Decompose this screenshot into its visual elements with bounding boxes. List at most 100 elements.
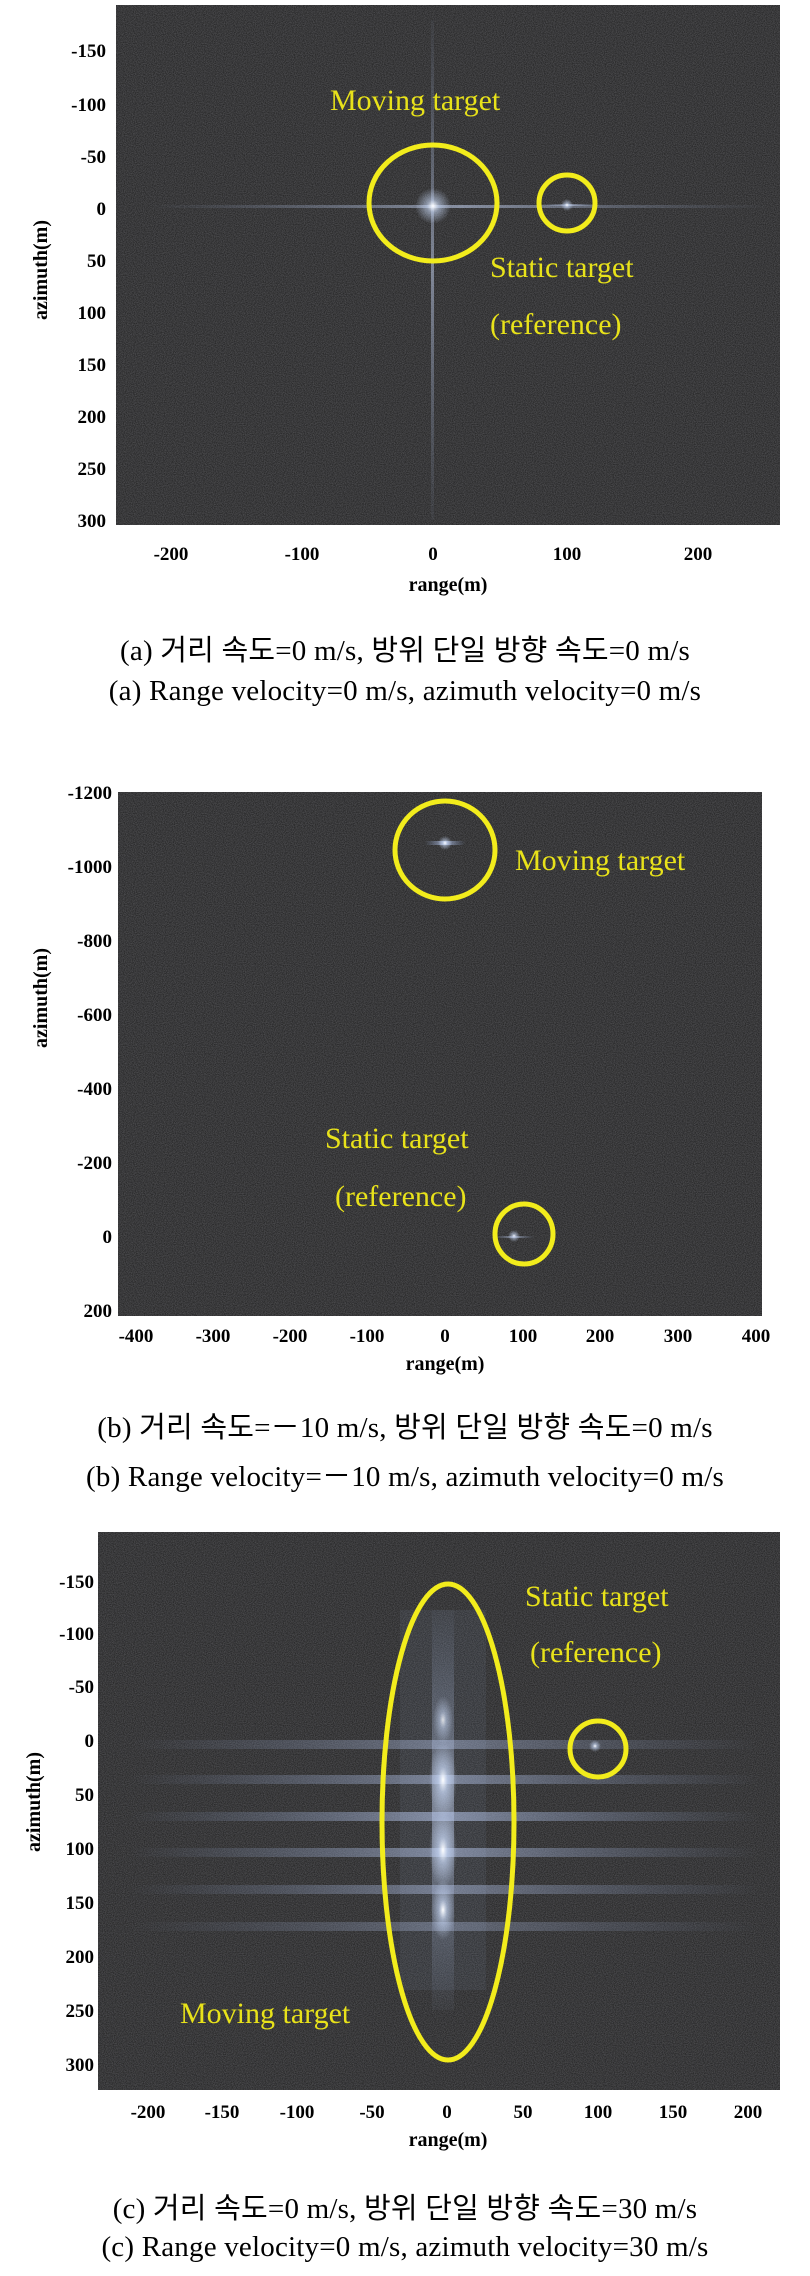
x-tick: 100 bbox=[553, 544, 582, 565]
y-tick: 250 bbox=[78, 459, 107, 480]
static-target-highlight-circle bbox=[536, 172, 598, 234]
moving-target-highlight-circle bbox=[392, 798, 498, 902]
x-axis-ticks: -200 -100 0 100 200 bbox=[154, 544, 713, 565]
y-tick: -150 bbox=[59, 1572, 94, 1593]
x-tick: 0 bbox=[440, 1326, 450, 1347]
caption-korean-c: (c) 거리 속도=0 m/s, 방위 단일 방향 속도=30 m/s bbox=[112, 2193, 698, 2225]
y-axis-label: azimuth(m) bbox=[23, 1752, 45, 1852]
static-target-highlight-circle bbox=[492, 1201, 556, 1267]
static-target-highlight-circle bbox=[567, 1718, 629, 1780]
y-tick: -200 bbox=[77, 1153, 112, 1174]
y-tick: 100 bbox=[78, 303, 107, 324]
static-target-reference-label: (reference) bbox=[335, 1180, 467, 1213]
moving-target-label: Moving target bbox=[515, 844, 686, 877]
x-axis-ticks: -400 -300 -200 -100 0 100 200 300 400 bbox=[119, 1326, 771, 1347]
x-tick: -100 bbox=[285, 544, 320, 565]
y-tick: -1200 bbox=[68, 783, 112, 804]
y-tick: 300 bbox=[78, 511, 107, 532]
static-target-reference-label: (reference) bbox=[530, 1636, 662, 1669]
y-axis-ticks: -1200 -1000 -800 -600 -400 -200 0 200 bbox=[68, 783, 112, 1322]
y-tick: -100 bbox=[59, 1624, 94, 1645]
caption-english-a: (a) Range velocity=0 m/s, azimuth veloci… bbox=[108, 675, 702, 707]
y-tick: 300 bbox=[66, 2055, 95, 2076]
x-tick: -200 bbox=[273, 1326, 308, 1347]
static-target-reference-label: (reference) bbox=[490, 308, 622, 341]
x-tick: -200 bbox=[154, 544, 189, 565]
x-axis-label: range(m) bbox=[409, 574, 488, 596]
moving-target-highlight-circle bbox=[366, 142, 500, 264]
y-tick: -50 bbox=[81, 147, 106, 168]
y-axis-label: azimuth(m) bbox=[30, 948, 52, 1048]
y-tick: -100 bbox=[71, 95, 106, 116]
moving-target-label: Moving target bbox=[180, 1997, 351, 2030]
x-tick: -400 bbox=[119, 1326, 154, 1347]
sar-image-c: Static target (reference) Moving target … bbox=[23, 1532, 780, 2151]
x-tick: 300 bbox=[664, 1326, 693, 1347]
y-tick: 250 bbox=[66, 2001, 95, 2022]
moving-target-label: Moving target bbox=[330, 84, 501, 117]
moving-target-glow bbox=[438, 836, 452, 850]
x-tick: -200 bbox=[131, 2102, 166, 2123]
panel-a: Moving target Static target (reference) … bbox=[0, 0, 810, 720]
x-tick: 200 bbox=[684, 544, 713, 565]
x-tick: 50 bbox=[514, 2102, 533, 2123]
y-tick: -400 bbox=[77, 1079, 112, 1100]
y-tick: 150 bbox=[66, 1893, 95, 1914]
x-tick: -50 bbox=[359, 2102, 384, 2123]
caption-korean-b: (b) 거리 속도=－10 m/s, 방위 단일 방향 속도=0 m/s bbox=[97, 1412, 713, 1444]
y-tick: -600 bbox=[77, 1005, 112, 1026]
x-tick: 0 bbox=[442, 2102, 452, 2123]
caption-korean-a: (a) 거리 속도=0 m/s, 방위 단일 방향 속도=0 m/s bbox=[120, 635, 690, 667]
x-tick: 150 bbox=[659, 2102, 688, 2123]
y-axis-ticks: -150 -100 -50 0 50 100 150 200 250 300 bbox=[71, 41, 106, 532]
moving-target-point bbox=[415, 188, 451, 224]
y-tick: -800 bbox=[77, 931, 112, 952]
x-axis-label: range(m) bbox=[409, 2129, 488, 2151]
speckle-noise bbox=[116, 5, 780, 525]
panel-c: Static target (reference) Moving target … bbox=[0, 1530, 810, 2276]
x-tick: 200 bbox=[586, 1326, 615, 1347]
x-tick: 0 bbox=[428, 544, 438, 565]
static-target-label: Static target bbox=[325, 1122, 469, 1155]
static-target-sidelobe bbox=[494, 1236, 534, 1238]
x-axis-ticks: -200 -150 -100 -50 0 50 100 150 200 bbox=[131, 2102, 763, 2123]
y-tick: -50 bbox=[69, 1677, 94, 1698]
caption-english-c: (c) Range velocity=0 m/s, azimuth veloci… bbox=[101, 2231, 709, 2263]
static-target-label: Static target bbox=[490, 251, 634, 284]
sar-image-a: Moving target Static target (reference) … bbox=[30, 5, 780, 596]
y-tick: 150 bbox=[78, 355, 107, 376]
y-axis-ticks: -150 -100 -50 0 50 100 150 200 250 300 bbox=[59, 1572, 94, 2076]
x-tick: -100 bbox=[280, 2102, 315, 2123]
moving-target-azimuth-sidelobe bbox=[431, 20, 434, 520]
x-tick: -100 bbox=[350, 1326, 385, 1347]
panel-b: Moving target Static target (reference) … bbox=[0, 770, 810, 1493]
x-tick: 100 bbox=[584, 2102, 613, 2123]
y-tick: 0 bbox=[103, 1227, 113, 1248]
y-tick: 200 bbox=[78, 407, 107, 428]
x-tick: 400 bbox=[742, 1326, 771, 1347]
y-tick: 100 bbox=[66, 1839, 95, 1860]
y-tick: 200 bbox=[84, 1301, 113, 1322]
x-axis-label: range(m) bbox=[406, 1353, 485, 1375]
y-tick: -1000 bbox=[68, 857, 112, 878]
y-tick: 50 bbox=[75, 1785, 94, 1806]
static-target-label: Static target bbox=[525, 1580, 669, 1613]
sar-image-b: Moving target Static target (reference) … bbox=[30, 783, 771, 1375]
y-tick: 0 bbox=[85, 1731, 95, 1752]
y-tick: 0 bbox=[97, 199, 107, 220]
x-tick: 200 bbox=[734, 2102, 763, 2123]
y-axis-label: azimuth(m) bbox=[30, 220, 52, 320]
y-tick: 50 bbox=[87, 251, 106, 272]
y-tick: 200 bbox=[66, 1947, 95, 1968]
x-tick: -150 bbox=[205, 2102, 240, 2123]
x-tick: -300 bbox=[196, 1326, 231, 1347]
caption-english-b: (b) Range velocity=－10 m/s, azimuth velo… bbox=[86, 1461, 724, 1493]
static-target-point bbox=[561, 199, 573, 211]
speckle-noise bbox=[118, 792, 762, 1316]
x-tick: 100 bbox=[509, 1326, 538, 1347]
moving-target-smear bbox=[130, 1610, 760, 2010]
moving-target-range-sidelobe bbox=[150, 205, 770, 208]
moving-target-highlight-ellipse bbox=[379, 1581, 517, 2063]
y-tick: -150 bbox=[71, 41, 106, 62]
static-target-point bbox=[589, 1740, 601, 1752]
